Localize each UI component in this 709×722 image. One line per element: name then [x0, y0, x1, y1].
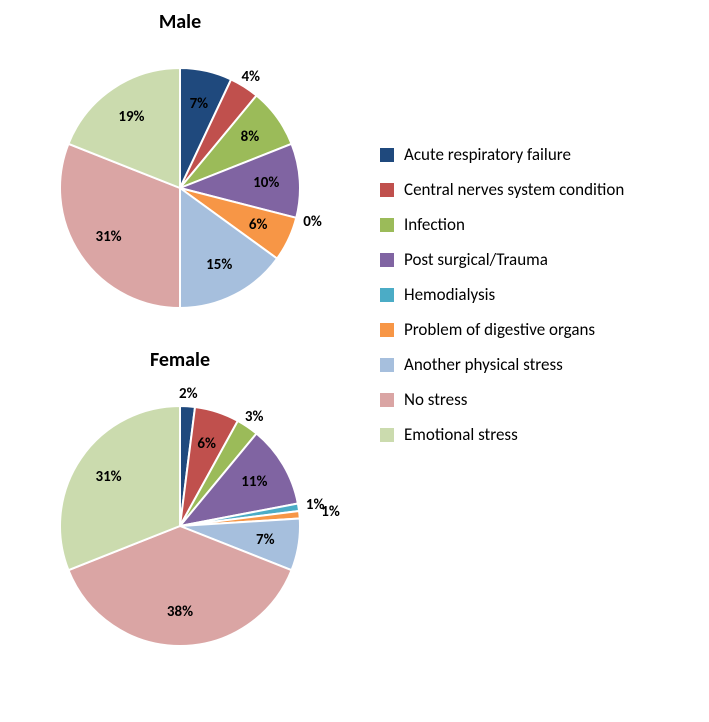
slice-label: 2%: [179, 385, 198, 403]
slice-label: 11%: [241, 473, 267, 491]
legend-swatch: [380, 183, 394, 197]
legend-swatch: [380, 218, 394, 232]
legend-item: Another physical stress: [380, 354, 690, 375]
pie-male: 7% 4% 8% 10% 0% 6% 15% 31% 19%: [20, 38, 340, 338]
pie-female: 2%6%3%11%1%1%7%38%31%: [20, 376, 340, 676]
slice-label: 38%: [167, 603, 193, 621]
legend-swatch: [380, 358, 394, 372]
slice-label: 31%: [95, 228, 121, 246]
legend-label: Emotional stress: [404, 424, 518, 445]
slice-label: 1%: [321, 503, 340, 521]
slice-label: 7%: [256, 531, 275, 549]
slice-label: 19%: [118, 108, 144, 126]
legend-item: Problem of digestive organs: [380, 319, 690, 340]
legend-label: Problem of digestive organs: [404, 319, 595, 340]
slice-label: 10%: [253, 174, 279, 192]
slice-label: 8%: [241, 128, 260, 146]
slice-label: 4%: [241, 68, 260, 86]
legend-item: Acute respiratory failure: [380, 144, 690, 165]
legend-swatch: [380, 148, 394, 162]
charts-column: Male 7% 4% 8% 10% 0% 6% 15% 31% 19% Female 2% 6% 3…: [20, 0, 340, 676]
legend-label: Hemodialysis: [404, 284, 495, 305]
chart-male: Male 7% 4% 8% 10% 0% 6% 15% 31% 19%: [20, 10, 340, 338]
legend: Acute respiratory failure Central nerves …: [380, 130, 690, 459]
legend-item: Post surgical/Trauma: [380, 249, 690, 270]
legend-swatch: [380, 253, 394, 267]
legend-label: Central nerves system condition: [404, 179, 624, 200]
legend-item: No stress: [380, 389, 690, 410]
page: Male 7% 4% 8% 10% 0% 6% 15% 31% 19% Female 2% 6% 3…: [0, 0, 709, 722]
chart-female: Female 2%6%3%11%1%1%7%38%31%: [20, 348, 340, 676]
legend-swatch: [380, 393, 394, 407]
slice-label: 3%: [245, 408, 264, 426]
chart-title-male: Male: [20, 10, 340, 34]
pie-svg: [20, 376, 340, 676]
slice-label: 0%: [303, 213, 322, 231]
slice-label: 31%: [95, 468, 121, 486]
legend-item: Central nerves system condition: [380, 179, 690, 200]
legend-item: Infection: [380, 214, 690, 235]
pie-svg: [20, 38, 340, 338]
legend-item: Hemodialysis: [380, 284, 690, 305]
legend-label: No stress: [404, 389, 467, 410]
legend-label: Infection: [404, 214, 465, 235]
slice-label: 6%: [249, 216, 268, 234]
legend-swatch: [380, 288, 394, 302]
slice-label: 15%: [206, 256, 232, 274]
legend-label: Another physical stress: [404, 354, 563, 375]
legend-swatch: [380, 323, 394, 337]
legend-item: Emotional stress: [380, 424, 690, 445]
slice-label: 7%: [190, 95, 209, 113]
legend-label: Post surgical/Trauma: [404, 249, 548, 270]
slice-label: 6%: [197, 435, 216, 453]
legend-swatch: [380, 428, 394, 442]
legend-label: Acute respiratory failure: [404, 144, 571, 165]
chart-title-female: Female: [20, 348, 340, 372]
